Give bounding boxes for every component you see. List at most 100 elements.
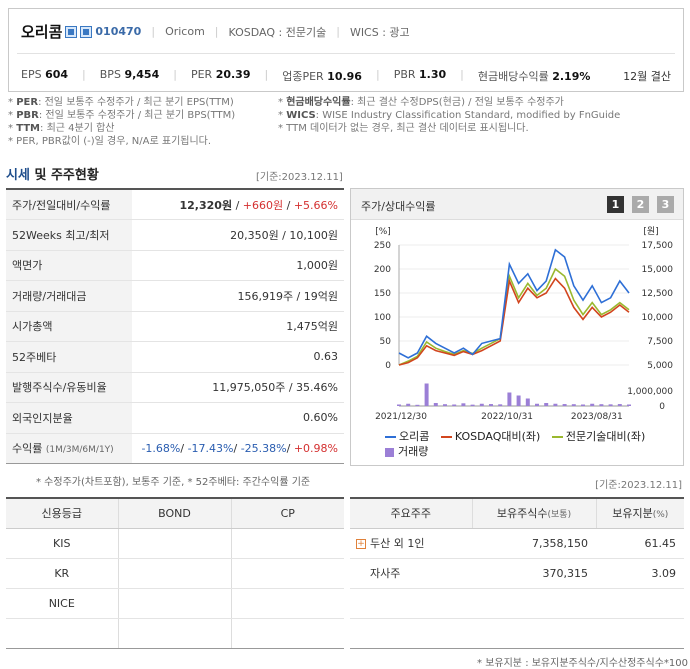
credit-header: BOND: [117, 497, 231, 529]
holders-header: 주요주주: [350, 497, 472, 529]
metric-pbr: PBR 1.30: [393, 68, 447, 81]
table-row: 거래량/거래대금 156,919주 / 19억원: [6, 280, 344, 312]
holders-base-date: [기준:2023.12.11]: [595, 480, 682, 491]
table-row: 시가총액 1,475억원: [6, 311, 344, 342]
table-row: [350, 588, 684, 619]
stock-code: 010470: [95, 25, 142, 38]
volume-bar: [415, 404, 420, 406]
y-left-tick: 250: [374, 241, 391, 251]
table-row: [6, 618, 344, 649]
expand-icon[interactable]: +: [356, 539, 366, 549]
credit-table: 신용등급 BOND CP KIS KR NICE: [6, 497, 344, 649]
volume-bar: [544, 403, 549, 406]
chart-title: 주가/상대수익률: [361, 200, 436, 213]
metric-eps: EPS 604: [21, 68, 69, 81]
y-left-tick: 150: [374, 289, 391, 299]
table-row: 자사주 370,315 3.09: [350, 558, 684, 589]
volume-bar: [489, 404, 493, 406]
fiscal-period: 12월 결산: [623, 70, 671, 83]
table-row: KR: [6, 558, 344, 589]
table-row: 주가/전일대비/수익률 12,320원 / +660원 / +5.66%: [6, 188, 344, 220]
home-icon[interactable]: [65, 25, 78, 38]
legend-kosdaq: KOSDAQ대비(좌): [440, 429, 540, 444]
volume-bar: [617, 404, 622, 406]
metric-bps: BPS 9,454: [99, 68, 160, 81]
table-row: NICE: [6, 588, 344, 619]
holders-header: 보유지분(%): [595, 497, 684, 529]
volume-tick: 1,000,000: [627, 387, 673, 397]
base-date: [기준:2023.12.11]: [256, 172, 343, 183]
y-right-tick: 17,500: [642, 241, 674, 251]
y-right-tick: 15,000: [642, 265, 674, 275]
y-left-tick: 100: [374, 313, 391, 323]
table-row: [350, 618, 684, 649]
volume-bar: [498, 404, 503, 406]
market-table: 주가/전일대비/수익률 12,320원 / +660원 / +5.66% 52W…: [6, 188, 344, 464]
metrics-row: EPS 604 | BPS 9,454 | PER 20.39 | 업종PER 10.…: [21, 68, 591, 83]
legend-volume: 거래량: [385, 444, 428, 459]
y-left-tick: 50: [380, 337, 392, 347]
metric-dividend-yield: 현금배당수익률 2.19%: [477, 70, 591, 83]
market-footnote: * 수정주가(차트포함), 보통주 기준, * 52주베타: 주간수익률 기준: [36, 477, 311, 488]
volume-bar: [608, 404, 613, 406]
table-row: 외국인지분율 0.60%: [6, 402, 344, 434]
y-left-tick: 0: [385, 361, 391, 371]
volume-bar: [461, 403, 466, 406]
volume-bar: [525, 398, 530, 406]
y-right-tick: 12,500: [642, 289, 674, 299]
volume-bar: [535, 403, 539, 406]
y-left-tick: 200: [374, 265, 391, 275]
table-row: + 두산 외 1인 7,358,150 61.45: [350, 528, 684, 559]
volume-bar: [507, 392, 512, 406]
company-header: 오리콤 010470 | Oricom | KOSDAQ : 전문기술 | WI…: [8, 8, 684, 92]
wics-sector: WICS : 광고: [349, 25, 410, 39]
series-line-1: [398, 277, 630, 366]
metric-notes: * PER: 전일 보통주 수정주가 / 최근 분기 EPS(TTM) * 현금…: [8, 97, 621, 147]
table-row: KIS: [6, 528, 344, 559]
holders-header: 보유주식수(보통): [471, 497, 596, 529]
series-line-2: [398, 267, 630, 366]
volume-bar: [443, 404, 447, 406]
volume-bar: [406, 403, 411, 406]
company-name: 오리콤: [21, 23, 63, 41]
table-row: 수익률 (1M/3M/6M/1Y) -1.68%/ -17.43%/ -25.3…: [6, 433, 344, 464]
volume-bar: [516, 395, 521, 406]
volume-bar: [397, 404, 401, 406]
metric-per: PER 20.39: [190, 68, 251, 81]
section-title: 시세 및 주주현황: [6, 168, 99, 183]
chart-panel: 주가/상대수익률 1 2 3 [%] [원] 0 5,000 50 7,500 100 10,…: [350, 188, 684, 466]
chart-legend: 오리콤 KOSDAQ대비(좌) 전문기술대비(좌) 거래량: [385, 429, 685, 459]
volume-bar: [581, 404, 585, 406]
legend-oricom: 오리콤: [385, 429, 429, 444]
volume-bar: [433, 403, 438, 406]
volume-bar: [627, 404, 631, 406]
volume-bar: [590, 403, 595, 406]
metric-sector-per: 업종PER 10.96: [282, 70, 362, 83]
left-axis-unit: [%]: [375, 227, 391, 237]
holders-footnote: * 보유지분 : 보유지분주식수/지수산정주식수*100: [477, 658, 688, 669]
chart-page-2-button[interactable]: 2: [632, 196, 649, 213]
volume-bar: [562, 404, 567, 406]
table-row: 52주베타 0.63: [6, 341, 344, 373]
y-right-tick: 10,000: [642, 313, 674, 323]
chart-page-3-button[interactable]: 3: [657, 196, 674, 213]
chart-page-1-button[interactable]: 1: [607, 196, 624, 213]
english-name: Oricom: [165, 25, 205, 38]
table-row: 52Weeks 최고/최저 20,350원 / 10,100원: [6, 219, 344, 251]
volume-bar: [599, 404, 604, 406]
ir-icon[interactable]: [80, 25, 93, 38]
x-tick-label: 2021/12/30: [375, 412, 427, 422]
y-right-tick: 5,000: [647, 361, 673, 371]
right-axis-unit: [원]: [643, 226, 658, 237]
series-line-0: [398, 248, 630, 359]
table-row: 액면가 1,000원: [6, 250, 344, 281]
volume-bar: [452, 404, 457, 406]
holders-table: 주요주주 보유주식수(보통) 보유지분(%) + 두산 외 1인 7,358,15…: [350, 497, 684, 649]
volume-bar: [424, 383, 429, 406]
volume-bar: [571, 404, 576, 406]
credit-header: CP: [230, 497, 344, 529]
table-row: 발행주식수/유동비율 11,975,050주 / 35.46%: [6, 372, 344, 403]
market-type: KOSDAQ : 전문기술: [228, 25, 327, 39]
x-tick-label: 2023/08/31: [571, 412, 623, 422]
legend-sector: 전문기술대비(좌): [551, 429, 645, 444]
